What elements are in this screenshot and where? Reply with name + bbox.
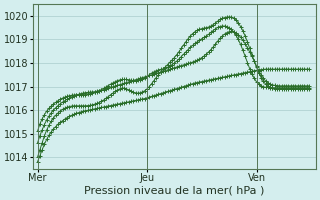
X-axis label: Pression niveau de la mer( hPa ): Pression niveau de la mer( hPa ) [84, 186, 265, 196]
